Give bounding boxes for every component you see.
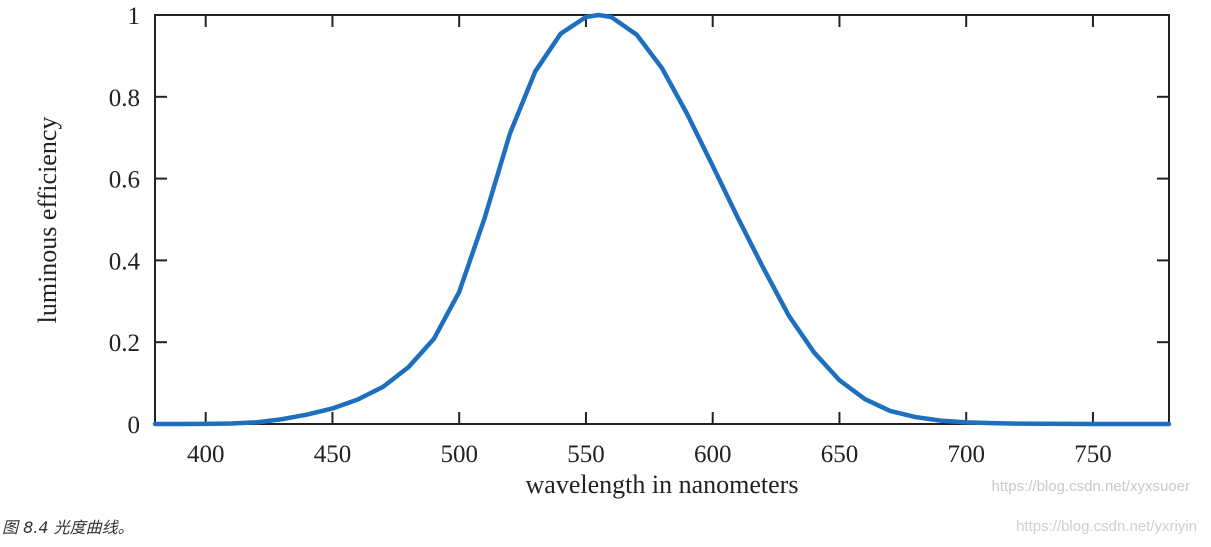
luminous-efficiency-curve: [152, 12, 1172, 427]
x-tick-label-500: 500: [440, 441, 478, 468]
y-axis-ticks: 0 0.2 0.4 0.6 0.8 1: [109, 3, 1169, 439]
y-tick-label-1: 0.2: [109, 330, 140, 357]
y-tick-label-2: 0.4: [109, 248, 141, 275]
x-tick-label-450: 450: [314, 441, 352, 468]
watermark-inner: https://blog.csdn.net/xyxsuoer: [992, 478, 1190, 495]
plot-frame: [154, 14, 1170, 425]
x-tick-label-700: 700: [947, 441, 985, 468]
y-axis-label: luminous efficiency: [33, 117, 62, 324]
y-tick-label-5: 1: [128, 3, 141, 30]
y-tick-label-4: 0.8: [109, 85, 140, 112]
x-axis-label: wavelength in nanometers: [526, 470, 799, 499]
x-tick-label-400: 400: [187, 441, 225, 468]
figure-caption: 图 8.4 光度曲线。: [2, 518, 134, 537]
x-tick-label-600: 600: [694, 441, 732, 468]
watermark-bottom: https://blog.csdn.net/yxriyin: [1016, 518, 1197, 535]
x-tick-label-750: 750: [1074, 441, 1112, 468]
y-tick-label-3: 0.6: [109, 167, 140, 194]
x-tick-label-650: 650: [821, 441, 859, 468]
x-axis-ticks: 400 450 500 550 600 650 700 750: [187, 15, 1112, 468]
x-tick-label-550: 550: [567, 441, 605, 468]
y-tick-label-0: 0: [128, 412, 141, 439]
